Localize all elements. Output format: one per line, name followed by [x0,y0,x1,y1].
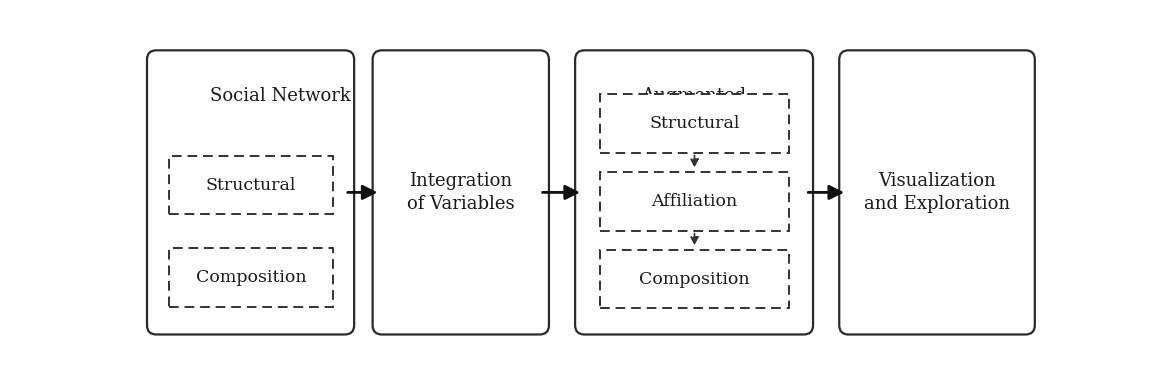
Text: Composition: Composition [639,271,749,288]
FancyBboxPatch shape [168,156,333,215]
FancyBboxPatch shape [148,50,354,335]
FancyBboxPatch shape [168,248,333,307]
Text: Structural: Structural [649,115,740,132]
FancyBboxPatch shape [600,250,789,308]
Text: Social Network: Social Network [210,86,351,104]
FancyBboxPatch shape [372,50,549,335]
Text: Visualization
and Exploration: Visualization and Exploration [864,172,1010,213]
Text: Integration
of Variables: Integration of Variables [407,172,514,213]
FancyBboxPatch shape [575,50,813,335]
FancyBboxPatch shape [600,172,789,231]
Text: Composition: Composition [196,269,307,286]
Text: Augmented
Social Network: Augmented Social Network [624,86,764,127]
FancyBboxPatch shape [839,50,1035,335]
Text: Affiliation: Affiliation [651,193,738,210]
Text: Structural: Structural [205,176,296,194]
FancyBboxPatch shape [600,94,789,153]
